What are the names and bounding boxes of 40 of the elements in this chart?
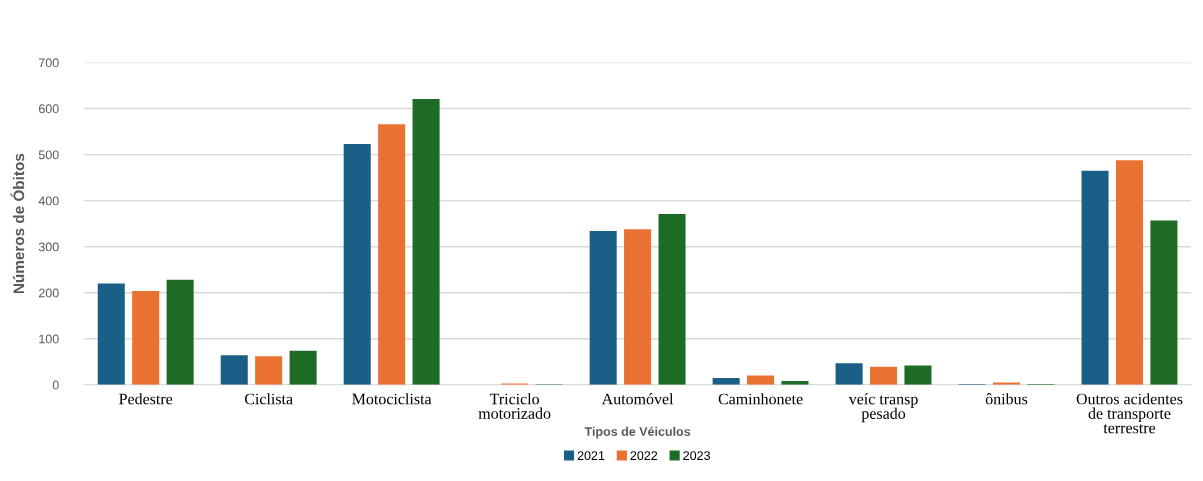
x-tick-label: Ciclista (244, 393, 293, 405)
y-tick-label: 300 (38, 242, 59, 252)
y-tick-label: 600 (38, 104, 59, 114)
x-tick-label: Outros acidentes de transporte terrestre (1076, 393, 1183, 434)
x-axis-title: Tipos de Véiculos (584, 426, 691, 439)
legend-label: 2023 (683, 451, 710, 461)
bar (132, 290, 160, 385)
y-tick-label: 200 (38, 288, 59, 298)
bar (343, 144, 371, 385)
bar (1150, 220, 1178, 385)
x-tick-label: Motociclista (352, 393, 432, 405)
legend-label: 2022 (630, 451, 658, 461)
y-tick-label: 400 (38, 196, 59, 206)
x-tick-label: veíc transp pesado (848, 393, 918, 423)
y-tick-label: 0 (52, 380, 59, 390)
bar (1081, 170, 1109, 385)
bar (97, 283, 125, 385)
bar (904, 365, 932, 385)
legend-label: 2021 (577, 451, 605, 461)
bar (589, 231, 617, 385)
bar (412, 98, 440, 385)
bar (255, 356, 283, 385)
bar (870, 366, 898, 385)
y-axis-title: Números de Óbitos (10, 153, 25, 294)
bar (835, 363, 863, 385)
bar (624, 229, 652, 385)
bar (289, 350, 317, 385)
y-tick-label: 700 (39, 58, 59, 68)
y-tick-label: 100 (39, 334, 59, 344)
x-tick-label: Automóvel (601, 393, 674, 405)
x-tick-label: Triciclo motorizado (478, 393, 551, 419)
x-tick-label: ônibus (985, 393, 1028, 405)
bar (220, 355, 248, 385)
bar (378, 124, 406, 385)
bar (658, 214, 686, 385)
bar (1115, 160, 1144, 385)
bar (166, 279, 194, 385)
x-tick-label: Pedestre (119, 393, 173, 405)
y-tick-label: 500 (38, 150, 59, 160)
x-tick-label: Caminhonete (718, 393, 803, 405)
